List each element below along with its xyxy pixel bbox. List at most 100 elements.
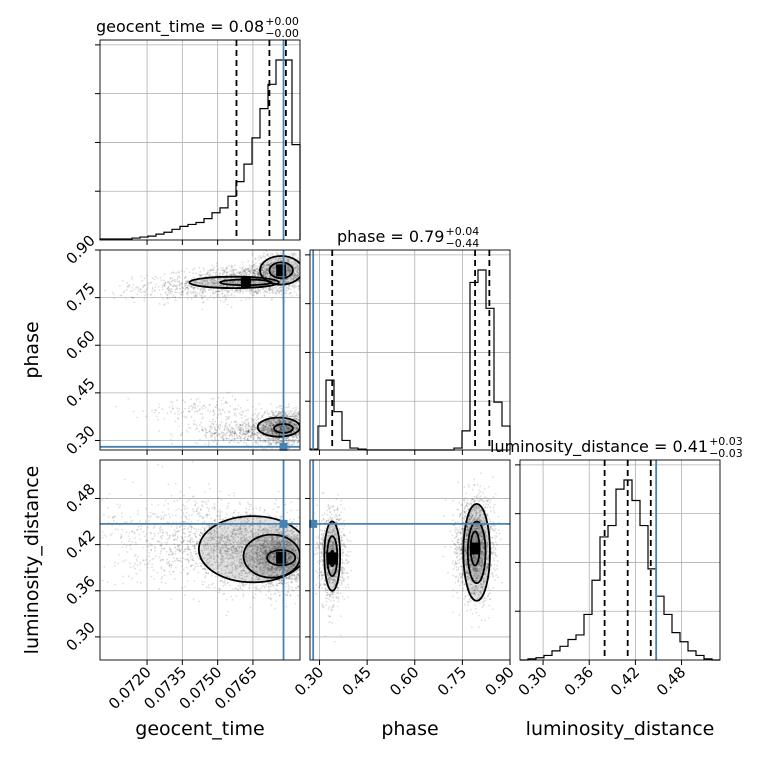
sample-point	[289, 276, 292, 279]
sample-point	[204, 295, 207, 297]
sample-point	[198, 430, 200, 433]
sample-point	[303, 264, 305, 266]
sample-point	[288, 422, 290, 424]
sample-point	[228, 271, 230, 273]
sample-point	[296, 275, 298, 278]
sample-point	[280, 279, 282, 281]
sample-point	[268, 264, 271, 267]
sample-point	[185, 429, 188, 431]
sample-point	[307, 422, 309, 424]
sample-point	[197, 405, 199, 408]
sample-point	[171, 401, 174, 403]
sample-point	[259, 289, 261, 292]
sample-point	[276, 253, 279, 255]
sample-point	[136, 286, 139, 289]
sample-point	[267, 431, 270, 433]
sample-point	[304, 427, 306, 429]
sample-point	[290, 268, 292, 271]
sample-point	[249, 269, 252, 272]
sample-point	[202, 279, 205, 282]
sample-point	[201, 280, 204, 283]
sample-point	[255, 433, 257, 436]
sample-point	[250, 435, 253, 437]
sample-point	[284, 420, 287, 422]
sample-point	[154, 275, 157, 278]
sample-point	[262, 288, 265, 290]
sample-point	[192, 280, 195, 283]
sample-point	[279, 252, 282, 255]
sample-point	[246, 399, 249, 402]
sample-point	[279, 289, 282, 291]
sample-point	[169, 401, 172, 404]
sample-point	[159, 276, 162, 279]
sample-point	[271, 290, 274, 292]
sample-point	[235, 290, 238, 293]
sample-point	[191, 286, 194, 289]
sample-point	[302, 246, 304, 248]
sample-point	[212, 282, 215, 284]
sample-point	[286, 427, 289, 429]
sample-point	[73, 284, 75, 286]
sample-point	[296, 272, 299, 275]
sample-point	[280, 278, 283, 281]
sample-point	[253, 264, 256, 266]
sample-point	[162, 298, 165, 300]
sample-point	[178, 281, 181, 283]
sample-point	[207, 271, 210, 274]
sample-point	[266, 269, 269, 272]
sample-point	[274, 268, 276, 270]
sample-point	[263, 271, 265, 274]
sample-point	[289, 245, 291, 247]
sample-point	[190, 297, 193, 300]
sample-point	[195, 398, 198, 401]
sample-point	[170, 290, 172, 293]
sample-point	[273, 433, 275, 435]
sample-point	[302, 263, 304, 265]
sample-point	[293, 266, 295, 269]
sample-point	[271, 268, 274, 271]
sample-point	[280, 259, 283, 262]
sample-point	[250, 270, 252, 273]
sample-point	[246, 419, 249, 421]
sample-point	[234, 408, 237, 411]
sample-point	[171, 279, 174, 282]
sample-point	[300, 427, 302, 429]
sample-point	[280, 424, 283, 427]
sample-point	[276, 248, 278, 250]
sample-point	[211, 264, 214, 267]
sample-point	[258, 273, 260, 276]
sample-point	[284, 257, 287, 260]
sample-point	[264, 289, 266, 292]
sample-point	[177, 271, 180, 274]
sample-point	[294, 438, 297, 441]
sample-point	[306, 549, 308, 551]
sample-point	[226, 271, 229, 274]
sample-point	[258, 437, 261, 439]
sample-point	[220, 284, 223, 287]
sample-point	[287, 268, 290, 271]
sample-point	[213, 297, 216, 300]
sample-point	[245, 272, 247, 274]
sample-point	[251, 272, 254, 275]
sample-point	[295, 427, 298, 430]
sample-point	[289, 422, 291, 425]
sample-point	[215, 406, 218, 409]
sample-point	[304, 426, 306, 428]
sample-point	[217, 413, 220, 416]
panel-background	[310, 250, 510, 450]
sample-point	[215, 282, 217, 284]
sample-point	[255, 439, 257, 442]
sample-point	[215, 290, 218, 293]
sample-point	[292, 274, 295, 276]
sample-point	[250, 289, 253, 291]
sample-point	[170, 438, 173, 441]
sample-point	[193, 276, 195, 279]
sample-point	[227, 294, 230, 297]
sample-point	[289, 270, 291, 273]
sample-point	[158, 289, 161, 291]
sample-point	[262, 265, 265, 267]
sample-point	[289, 269, 292, 271]
sample-point	[284, 419, 286, 422]
sample-point	[284, 430, 287, 432]
